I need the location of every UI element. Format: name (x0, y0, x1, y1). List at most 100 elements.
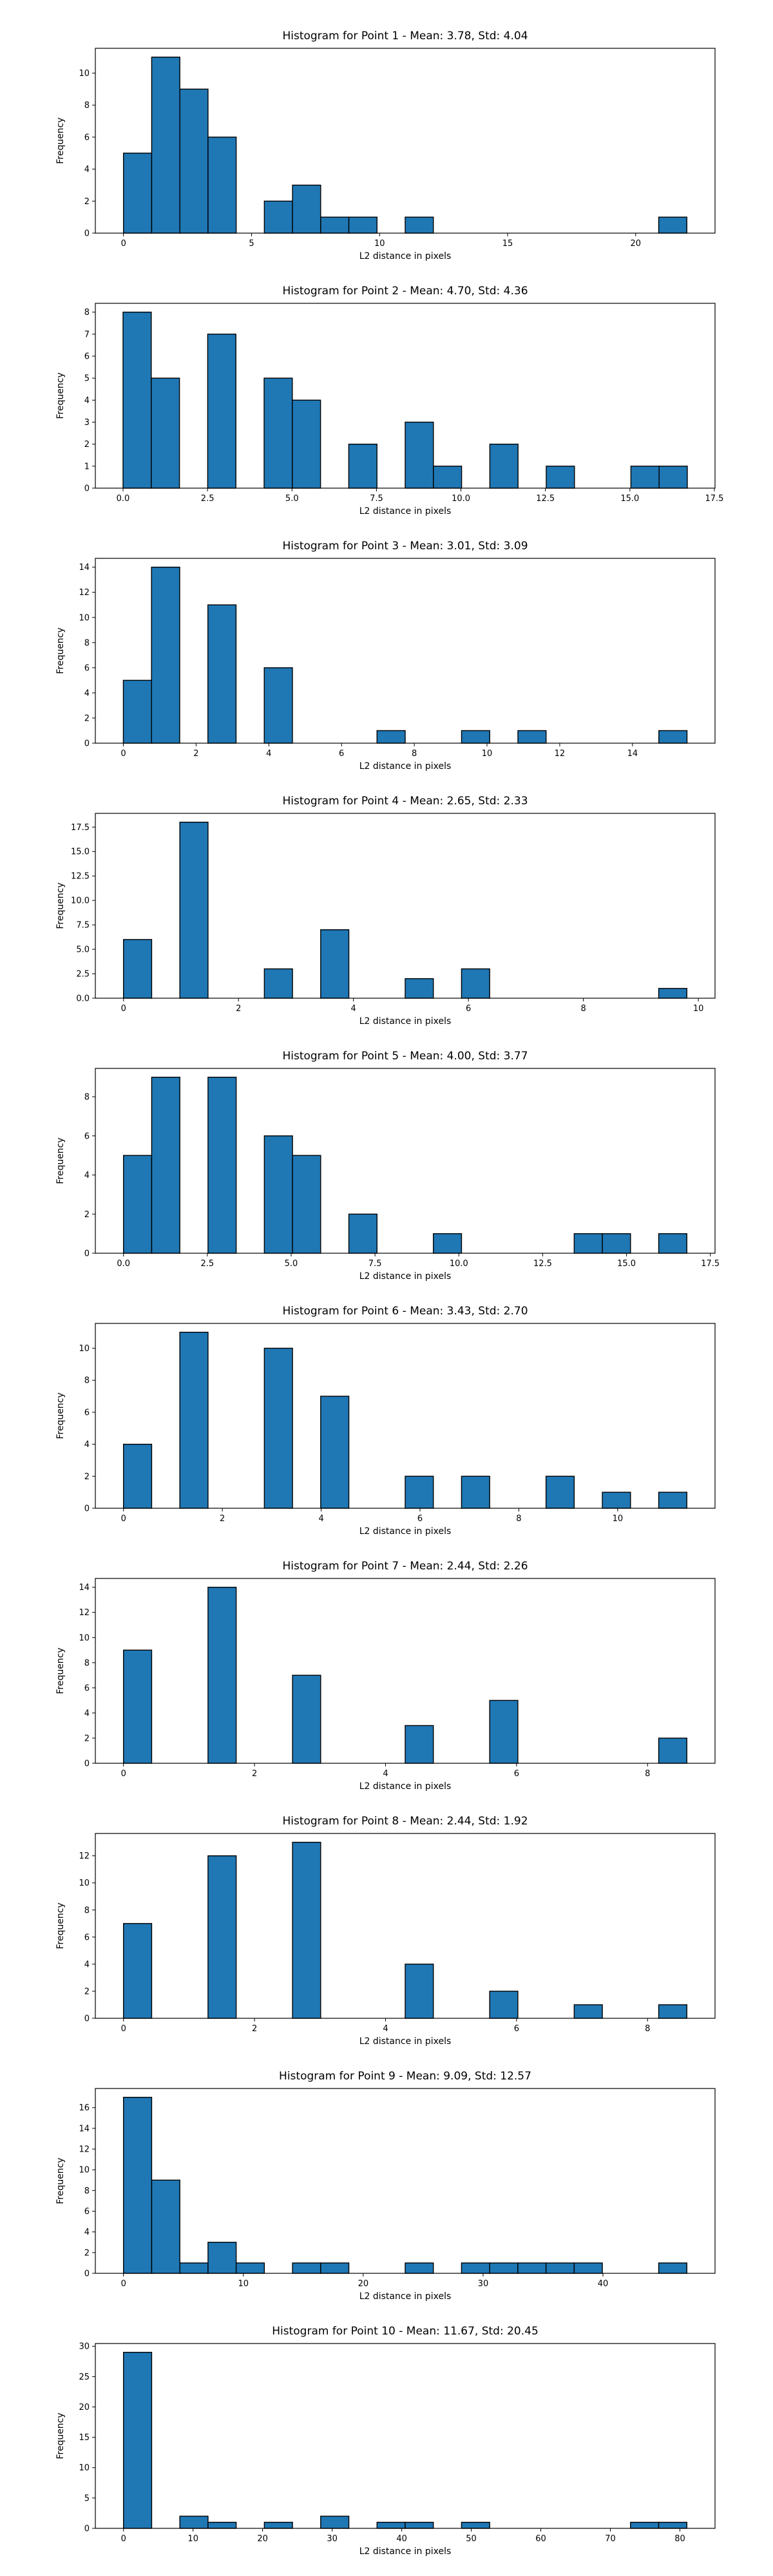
histogram-bar (123, 2096, 153, 2274)
x-axis-label: L2 distance in pixels (359, 2291, 452, 2302)
y-tick-label: 6 (84, 663, 90, 673)
x-tick-label: 8 (645, 1769, 650, 1779)
y-tick-label: 20 (79, 2403, 90, 2412)
y-tick-label: 0 (84, 229, 90, 239)
histogram-bar (263, 667, 293, 744)
x-axis-label: L2 distance in pixels (359, 2546, 452, 2557)
histogram-bar (123, 1649, 153, 1764)
histogram-bar (658, 988, 687, 999)
x-tick-label: 15.0 (617, 1259, 636, 1269)
histogram-bar (658, 2262, 687, 2274)
histogram-bar (320, 216, 350, 234)
y-axis-label: Frequency (55, 1902, 66, 1949)
histogram-bar (461, 968, 490, 999)
y-tick-label: 8 (84, 101, 90, 111)
x-tick-label: 5.0 (285, 1259, 298, 1269)
x-tick-label: 4 (383, 2024, 388, 2034)
x-axis-label: L2 distance in pixels (359, 761, 452, 772)
x-tick-label: 20 (257, 2534, 268, 2544)
y-axis-label: Frequency (55, 1392, 66, 1439)
histogram-panel-8: Histogram for Point 8 - Mean: 2.44, Std:… (55, 1815, 716, 2047)
axes-frame (95, 558, 716, 744)
y-tick-label: 6 (84, 1683, 90, 1693)
y-tick-label: 1 (84, 462, 90, 471)
y-tick-label: 8 (84, 638, 90, 648)
x-axis-label: L2 distance in pixels (359, 1526, 452, 1537)
histogram-bar (461, 730, 490, 744)
x-tick-label: 0.0 (117, 494, 130, 504)
x-tick-label: 10 (482, 749, 493, 759)
y-tick-label: 8 (84, 1658, 90, 1668)
histogram-bar (489, 1991, 519, 2019)
x-tick-label: 10 (613, 1514, 624, 1524)
histogram-bar (658, 2521, 687, 2529)
y-tick-label: 7.5 (76, 921, 90, 931)
histogram-bar (658, 1492, 687, 1509)
x-tick-label: 0.0 (117, 1259, 130, 1269)
x-tick-label: 14 (627, 749, 638, 759)
histogram-bar (151, 1076, 180, 1254)
x-tick-label: 8 (516, 1514, 521, 1524)
y-tick-label: 10 (79, 69, 90, 79)
histogram-bar (405, 2262, 434, 2274)
histogram-bar (573, 2262, 603, 2274)
histogram-panel-2: Histogram for Point 2 - Mean: 4.70, Std:… (55, 285, 723, 516)
histogram-bar (405, 978, 434, 999)
histogram-bar (263, 1135, 293, 1254)
y-tick-label: 12 (79, 1608, 90, 1618)
histogram-bar (292, 1674, 321, 1764)
y-tick-label: 5.0 (76, 945, 90, 955)
y-tick-label: 4 (84, 1709, 90, 1718)
histogram-bar (292, 399, 321, 489)
chart-title: Histogram for Point 8 - Mean: 2.44, Std:… (282, 1815, 528, 1828)
y-tick-label: 0 (84, 1504, 90, 1514)
x-tick-label: 8 (412, 749, 417, 759)
axes-frame (95, 2088, 716, 2274)
x-tick-label: 0 (121, 2534, 126, 2544)
x-tick-label: 2.5 (201, 494, 215, 504)
axes-frame (95, 48, 716, 234)
histogram-bar (320, 1396, 350, 1509)
y-tick-label: 0 (84, 2269, 90, 2279)
y-axis-label: Frequency (55, 2412, 66, 2459)
histogram-bar (461, 2521, 490, 2529)
y-tick-label: 4 (84, 1440, 90, 1450)
histogram-bar (151, 2179, 180, 2274)
y-axis-label: Frequency (55, 2157, 66, 2204)
y-tick-label: 12.5 (71, 872, 90, 882)
axes-frame (95, 1833, 716, 2019)
y-tick-label: 12 (79, 588, 90, 598)
y-tick-label: 7 (84, 330, 90, 339)
histogram-bar (489, 1700, 519, 1764)
y-tick-label: 5 (84, 2494, 90, 2503)
y-tick-label: 10 (79, 613, 90, 623)
y-tick-label: 2 (84, 1472, 90, 1482)
x-tick-label: 5.0 (285, 494, 299, 504)
histogram-bar (405, 1964, 434, 2019)
histogram-bar (123, 153, 153, 234)
y-tick-label: 14 (79, 2124, 90, 2134)
y-tick-label: 0 (84, 1759, 90, 1769)
histogram-bar (151, 566, 180, 744)
histogram-bar (122, 311, 152, 489)
y-tick-label: 4 (84, 688, 90, 698)
y-axis-label: Frequency (55, 1647, 66, 1694)
x-tick-label: 0 (121, 2024, 126, 2034)
histogram-bar (123, 1155, 153, 1254)
chart-title: Histogram for Point 4 - Mean: 2.65, Std:… (282, 795, 528, 808)
x-tick-label: 17.5 (705, 494, 723, 504)
x-tick-label: 15.0 (620, 494, 639, 504)
histogram-bar (658, 1738, 687, 1764)
y-tick-label: 5 (84, 374, 90, 384)
histogram-bar (207, 1076, 237, 1254)
y-tick-label: 6 (84, 1132, 90, 1141)
axes-frame (95, 1323, 716, 1509)
y-tick-label: 15.0 (71, 848, 90, 857)
y-tick-label: 4 (84, 1171, 90, 1180)
histogram-bar (292, 1155, 321, 1254)
y-tick-label: 6 (84, 352, 90, 362)
y-tick-label: 0 (84, 739, 90, 749)
x-tick-label: 6 (339, 749, 344, 759)
chart-title: Histogram for Point 1 - Mean: 3.78, Std:… (282, 30, 528, 43)
histogram-panel-5: Histogram for Point 5 - Mean: 4.00, Std:… (55, 1050, 720, 1282)
